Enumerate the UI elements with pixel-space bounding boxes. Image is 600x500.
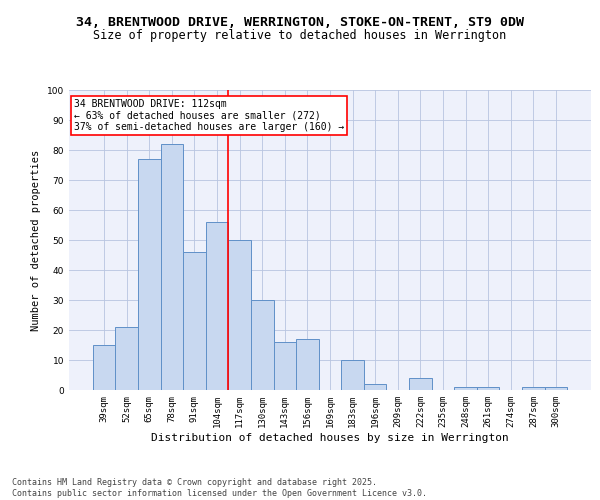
- Bar: [93, 345, 115, 390]
- Bar: [183, 252, 206, 390]
- Bar: [522, 387, 545, 390]
- Bar: [409, 378, 431, 390]
- X-axis label: Distribution of detached houses by size in Werrington: Distribution of detached houses by size …: [151, 432, 509, 442]
- Bar: [138, 159, 161, 390]
- Bar: [545, 387, 567, 390]
- Bar: [229, 240, 251, 390]
- Bar: [364, 384, 386, 390]
- Text: Contains HM Land Registry data © Crown copyright and database right 2025.
Contai: Contains HM Land Registry data © Crown c…: [12, 478, 427, 498]
- Bar: [296, 339, 319, 390]
- Bar: [477, 387, 499, 390]
- Text: Size of property relative to detached houses in Werrington: Size of property relative to detached ho…: [94, 28, 506, 42]
- Y-axis label: Number of detached properties: Number of detached properties: [31, 150, 41, 330]
- Text: 34 BRENTWOOD DRIVE: 112sqm
← 63% of detached houses are smaller (272)
37% of sem: 34 BRENTWOOD DRIVE: 112sqm ← 63% of deta…: [74, 99, 344, 132]
- Bar: [161, 144, 183, 390]
- Bar: [274, 342, 296, 390]
- Bar: [454, 387, 477, 390]
- Text: 34, BRENTWOOD DRIVE, WERRINGTON, STOKE-ON-TRENT, ST9 0DW: 34, BRENTWOOD DRIVE, WERRINGTON, STOKE-O…: [76, 16, 524, 29]
- Bar: [206, 222, 229, 390]
- Bar: [115, 327, 138, 390]
- Bar: [251, 300, 274, 390]
- Bar: [341, 360, 364, 390]
